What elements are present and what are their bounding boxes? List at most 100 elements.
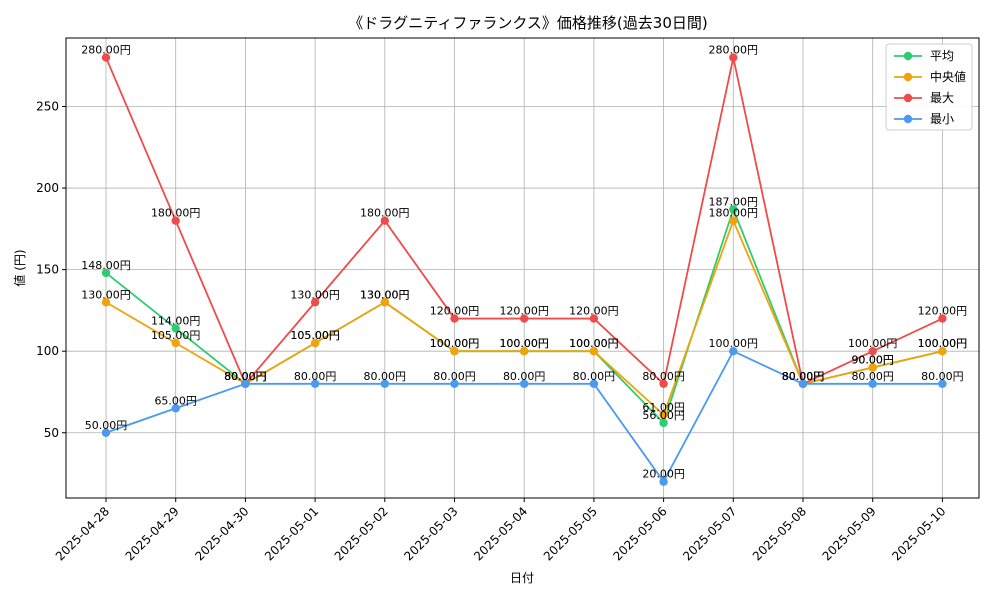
data-label: 80.00円 <box>921 370 964 383</box>
data-label: 56.00円 <box>642 409 685 422</box>
x-tick-label: 2025-04-30 <box>192 504 251 563</box>
data-point <box>589 379 599 389</box>
data-label: 90.00円 <box>851 354 894 367</box>
data-point <box>380 216 389 225</box>
y-tick-label: 100 <box>36 344 59 358</box>
data-label: 100.00円 <box>709 337 759 350</box>
data-point <box>171 324 180 333</box>
data-label: 120.00円 <box>430 305 480 318</box>
data-point <box>729 346 738 356</box>
data-label: 80.00円 <box>433 370 476 383</box>
data-label: 100.00円 <box>918 337 968 350</box>
legend-marker <box>903 51 913 61</box>
data-label: 80.00円 <box>224 370 267 383</box>
x-tick-label: 2025-05-07 <box>680 504 739 563</box>
data-label: 180.00円 <box>709 207 759 220</box>
legend-marker <box>903 72 913 82</box>
data-label: 280.00円 <box>709 44 759 57</box>
y-axis-ticks: 50 100 150 200 250 <box>36 100 66 440</box>
data-point <box>450 346 459 356</box>
data-point <box>729 205 738 214</box>
series-layer <box>101 53 947 486</box>
data-label: 130.00円 <box>360 288 410 301</box>
data-label: 100.00円 <box>499 337 549 350</box>
data-point <box>589 346 599 356</box>
data-point <box>938 346 947 356</box>
data-label: 120.00円 <box>918 305 968 318</box>
data-label: 100.00円 <box>918 337 968 350</box>
data-label: 130.00円 <box>360 288 410 301</box>
data-label: 130.00円 <box>290 288 340 301</box>
data-point <box>659 379 668 389</box>
legend-entry: 中央値 <box>930 69 966 84</box>
legend-entry: 最小 <box>930 112 954 126</box>
data-label: 80.00円 <box>782 370 825 383</box>
data-label: 61.00円 <box>642 401 685 414</box>
data-point <box>589 314 599 323</box>
x-tick-label: 2025-05-10 <box>889 504 948 563</box>
data-label: 80.00円 <box>224 370 267 383</box>
y-tick-label: 150 <box>36 263 59 277</box>
data-label: 130.00円 <box>81 288 131 301</box>
data-point <box>241 379 250 389</box>
data-label: 80.00円 <box>782 370 825 383</box>
data-label: 148.00円 <box>81 259 131 272</box>
data-point <box>101 298 111 307</box>
data-point <box>868 379 877 389</box>
data-point <box>450 314 459 323</box>
y-tick-label: 50 <box>44 426 59 440</box>
x-tick-label: 2025-05-03 <box>401 504 460 563</box>
series-3 <box>101 346 947 486</box>
data-point <box>659 477 668 486</box>
data-label: 120.00円 <box>569 305 619 318</box>
grid-lines <box>66 38 979 498</box>
data-point <box>450 379 459 389</box>
data-point <box>520 314 529 323</box>
x-tick-label: 2025-05-01 <box>262 504 321 563</box>
data-label: 80.00円 <box>364 370 407 383</box>
data-point <box>938 314 947 323</box>
data-label: 100.00円 <box>430 337 480 350</box>
data-point <box>101 428 111 437</box>
data-point <box>520 346 529 356</box>
data-label: 65.00円 <box>154 394 197 407</box>
data-label: 80.00円 <box>642 370 685 383</box>
data-point <box>310 379 320 389</box>
data-label: 105.00円 <box>151 329 201 342</box>
data-label: 50.00円 <box>85 419 128 432</box>
data-label: 105.00円 <box>290 329 340 342</box>
legend-marker <box>903 114 913 124</box>
data-point <box>659 410 668 420</box>
y-axis-label: 値 (円) <box>12 249 27 286</box>
legend-marker <box>903 93 913 103</box>
data-point <box>729 216 738 225</box>
data-point <box>171 404 180 413</box>
data-label: 80.00円 <box>782 370 825 383</box>
data-point <box>868 346 877 356</box>
data-point <box>659 418 668 428</box>
x-tick-label: 2025-05-02 <box>332 504 391 563</box>
x-tick-label: 2025-05-04 <box>471 504 530 563</box>
data-label: 100.00円 <box>569 337 619 350</box>
data-label: 280.00円 <box>81 44 131 57</box>
data-label: 20.00円 <box>642 468 685 481</box>
data-point <box>868 363 877 372</box>
data-point <box>171 216 180 225</box>
x-tick-label: 2025-05-05 <box>541 504 600 563</box>
data-label: 114.00円 <box>151 314 201 327</box>
data-point <box>101 53 111 62</box>
data-point <box>380 379 389 389</box>
data-label: 80.00円 <box>851 370 894 383</box>
data-point <box>310 298 320 307</box>
data-point <box>380 298 389 307</box>
data-label: 80.00円 <box>224 370 267 383</box>
data-point <box>520 379 529 389</box>
data-label: 80.00円 <box>782 370 825 383</box>
chart-title: 《ドラグニティファランクス》価格推移(過去30日間) <box>348 14 707 32</box>
data-label: 80.00円 <box>573 370 616 383</box>
y-tick-label: 250 <box>36 100 59 114</box>
data-label: 100.00円 <box>848 337 898 350</box>
x-tick-label: 2025-05-08 <box>750 504 809 563</box>
data-label: 100.00円 <box>499 337 549 350</box>
